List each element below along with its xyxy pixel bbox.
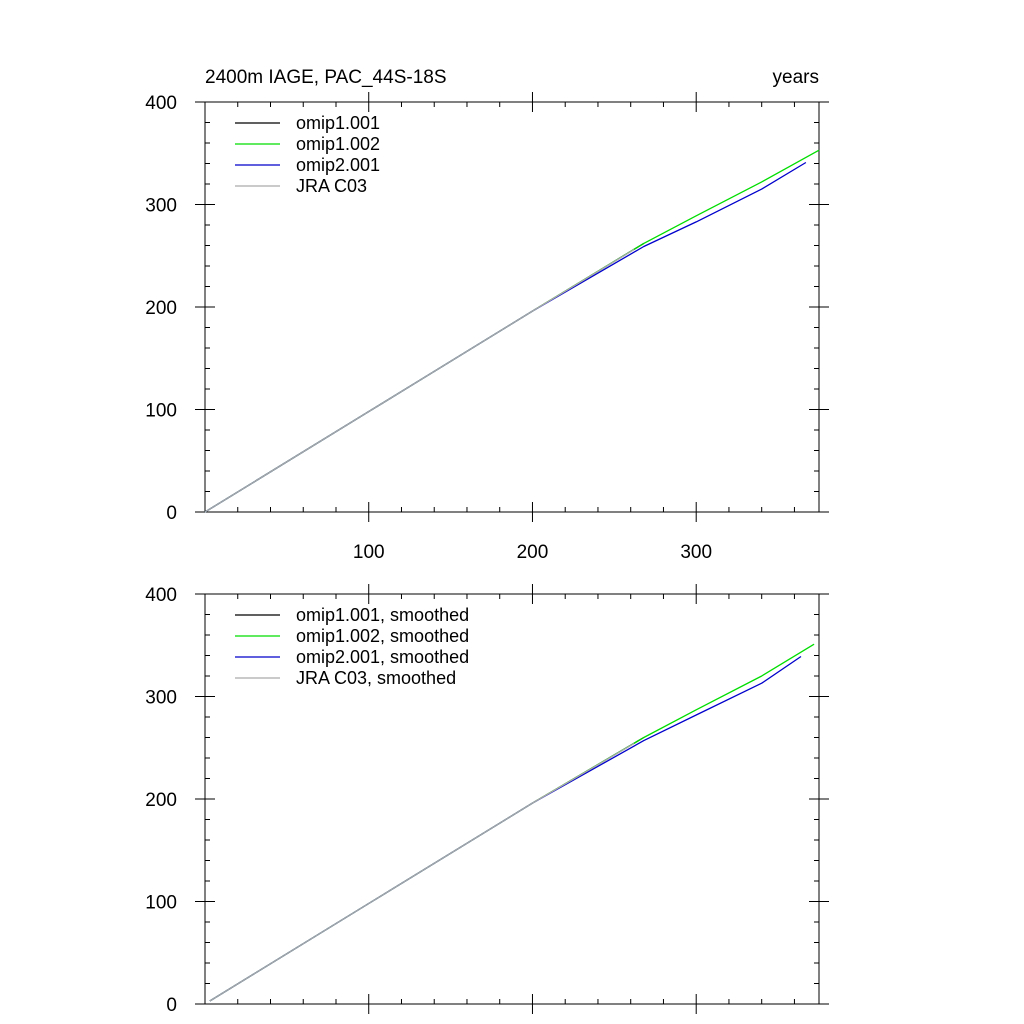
- panel-top-title: 2400m IAGE, PAC_44S-18S: [205, 67, 447, 88]
- panel-top-legend-label: JRA C03: [296, 176, 367, 196]
- panel-top-x-tick-label: 100: [353, 542, 385, 563]
- panel-top-legend-label: omip2.001: [296, 155, 380, 175]
- panel-top-legend-label: omip1.001: [296, 113, 380, 133]
- panel-top-y-tick-label: 300: [145, 196, 177, 217]
- panel-top-y-tick-label: 100: [145, 401, 177, 422]
- panel-top-x-tick-label: 300: [680, 542, 712, 563]
- panel-bottom-y-tick-label: 400: [145, 585, 177, 606]
- panel-top: 2400m IAGE, PAC_44S-18S years 100 200 300 0…: [145, 67, 829, 563]
- panel-top-y-tick-label: 200: [145, 298, 177, 319]
- panel-bottom-legend-label: omip1.002, smoothed: [296, 626, 469, 646]
- panel-top-x-tick-label: 200: [517, 542, 549, 563]
- panel-top-y-tick-label: 400: [145, 93, 177, 114]
- panel-top-legend-label: omip1.002: [296, 134, 380, 154]
- panel-top-y-tick-label: 0: [166, 503, 177, 524]
- panel-bottom-legend-label: omip1.001, smoothed: [296, 605, 469, 625]
- panel-bottom-y-tick-label: 100: [145, 893, 177, 914]
- panel-bottom-y-tick-label: 300: [145, 688, 177, 709]
- panel-bottom: 0 100 200 300 400 omip1.001, smoothedomip1.0…: [145, 584, 829, 1016]
- panel-bottom-legend-label: omip2.001, smoothed: [296, 647, 469, 667]
- panel-bottom-legend-label: JRA C03, smoothed: [296, 668, 456, 688]
- panel-bottom-y-tick-label: 200: [145, 790, 177, 811]
- panel-bottom-series-line-4: [209, 743, 635, 1002]
- panel-top-units: years: [773, 67, 819, 88]
- panel-bottom-y-tick-label: 0: [166, 995, 177, 1016]
- panel-top-series-line-4: [204, 249, 635, 513]
